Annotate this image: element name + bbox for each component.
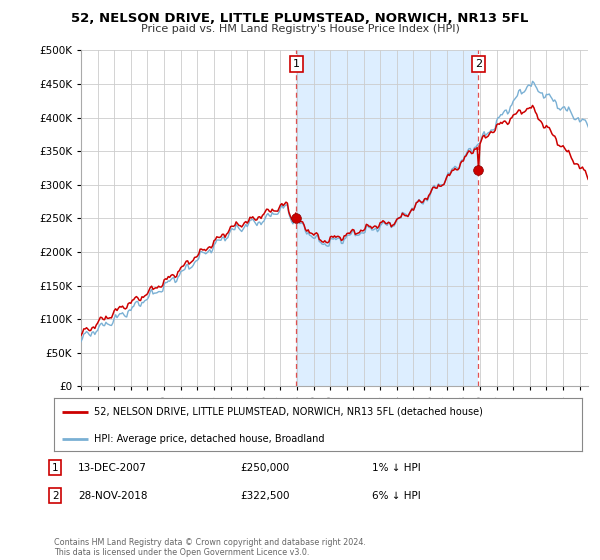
Bar (296, 50, 478, 386)
Text: Contains HM Land Registry data © Crown copyright and database right 2024.
This d: Contains HM Land Registry data © Crown c… (54, 538, 366, 557)
Text: 28-NOV-2018: 28-NOV-2018 (78, 491, 148, 501)
Text: 52, NELSON DRIVE, LITTLE PLUMSTEAD, NORWICH, NR13 5FL: 52, NELSON DRIVE, LITTLE PLUMSTEAD, NORW… (71, 12, 529, 25)
Text: 1: 1 (52, 463, 59, 473)
Text: HPI: Average price, detached house, Broadland: HPI: Average price, detached house, Broa… (94, 434, 324, 444)
Text: 2: 2 (475, 59, 482, 69)
Text: 1% ↓ HPI: 1% ↓ HPI (372, 463, 421, 473)
Text: 1: 1 (293, 59, 300, 69)
Text: 13-DEC-2007: 13-DEC-2007 (78, 463, 147, 473)
Text: Price paid vs. HM Land Registry's House Price Index (HPI): Price paid vs. HM Land Registry's House … (140, 24, 460, 34)
Text: £322,500: £322,500 (240, 491, 290, 501)
Text: 6% ↓ HPI: 6% ↓ HPI (372, 491, 421, 501)
Text: 2: 2 (52, 491, 59, 501)
Text: £250,000: £250,000 (240, 463, 289, 473)
Text: 52, NELSON DRIVE, LITTLE PLUMSTEAD, NORWICH, NR13 5FL (detached house): 52, NELSON DRIVE, LITTLE PLUMSTEAD, NORW… (94, 407, 482, 417)
